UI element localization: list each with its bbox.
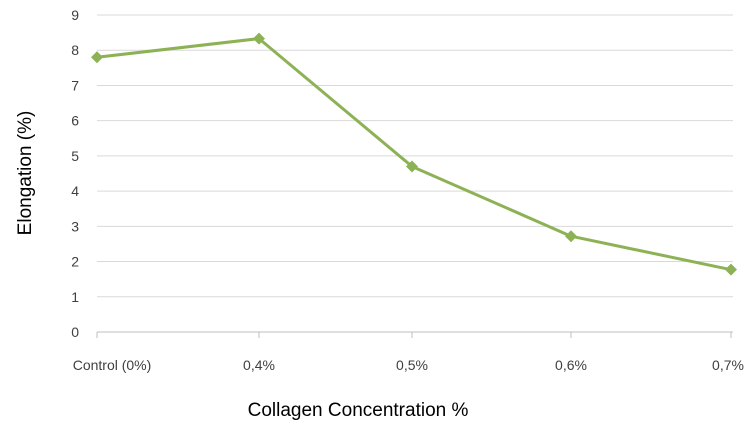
x-tick-label-4: 0,7% <box>712 357 744 373</box>
series-line-0 <box>96 37 732 272</box>
data-point-2 <box>406 160 418 173</box>
x-axis-ticks: Control (0%) 0,4% 0,5% 0,6% 0,7% <box>73 332 744 373</box>
x-axis-title: Collagen Concentration % <box>248 400 469 421</box>
x-tick-label-2: 0,5% <box>396 357 428 373</box>
y-tick-label-5: 5 <box>71 148 79 164</box>
data-point-1 <box>253 32 265 45</box>
x-tick-label-3: 0,6% <box>555 357 587 373</box>
data-point-3 <box>565 230 577 243</box>
y-axis-title: Elongation (%) <box>15 111 36 236</box>
y-tick-label-1: 1 <box>71 289 79 305</box>
gridlines <box>97 14 733 333</box>
y-tick-label-7: 7 <box>71 77 79 93</box>
y-tick-label-4: 4 <box>71 183 79 199</box>
data-point-4 <box>725 263 737 276</box>
x-tick-label-1: 0,4% <box>243 357 275 373</box>
y-tick-label-9: 9 <box>71 7 79 23</box>
y-tick-label-8: 8 <box>71 42 79 58</box>
data-point-0 <box>91 51 103 64</box>
y-tick-label-0: 0 <box>71 324 79 340</box>
y-axis-ticks: 0 1 2 3 4 5 6 7 8 9 <box>71 7 79 340</box>
y-tick-label-6: 6 <box>71 113 79 129</box>
y-tick-label-3: 3 <box>71 218 79 234</box>
x-tick-label-0: Control (0%) <box>73 357 152 373</box>
y-tick-label-2: 2 <box>71 254 79 270</box>
series-group <box>91 32 737 276</box>
